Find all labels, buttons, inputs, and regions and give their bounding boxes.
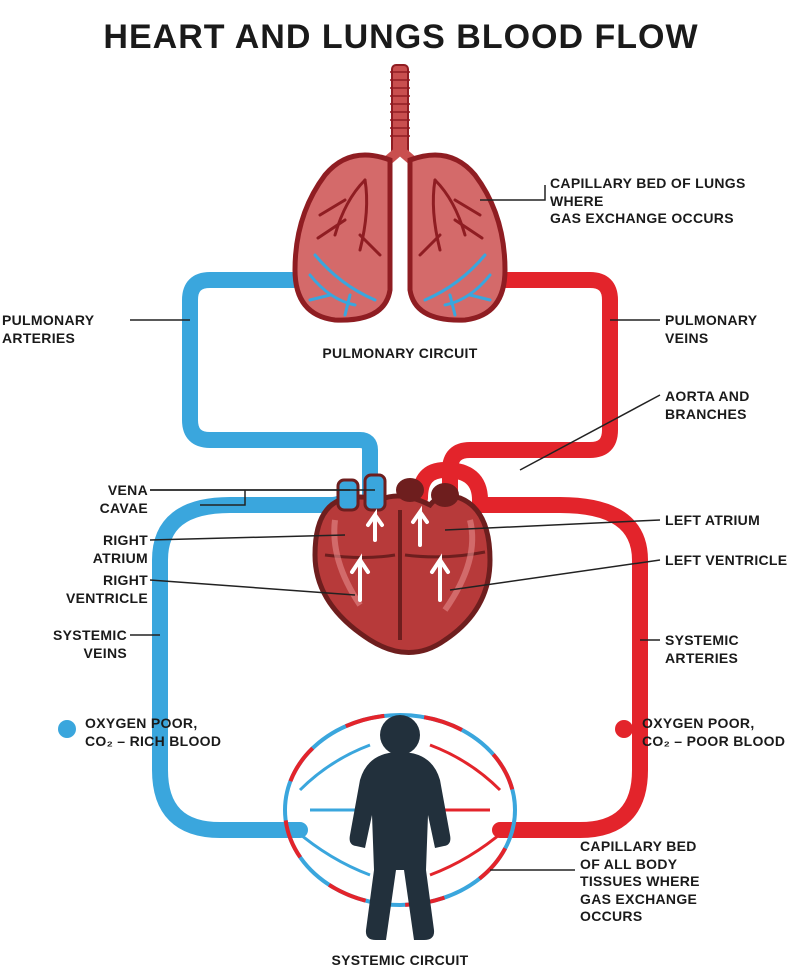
legend-blue-line2: CO₂ – RICH BLOOD xyxy=(85,733,221,749)
label-pulmonary-circuit: PULMONARY CIRCUIT xyxy=(320,345,480,361)
label-capillary-lungs-line1: CAPILLARY BED OF LUNGS WHERE xyxy=(550,175,746,209)
left-lung xyxy=(295,155,390,320)
label-capillary-lungs: CAPILLARY BED OF LUNGS WHERE GAS EXCHANG… xyxy=(550,175,790,228)
label-right-atrium: RIGHT ATRIUM xyxy=(56,532,148,567)
label-left-atrium: LEFT ATRIUM xyxy=(665,512,760,530)
label-pulmonary-arteries: PULMONARY ARTERIES xyxy=(2,312,142,347)
legend-red-line1: OXYGEN POOR, xyxy=(642,715,755,731)
label-capillary-body-4: GAS EXCHANGE xyxy=(580,891,697,907)
label-aorta-branches: AORTA AND BRANCHES xyxy=(665,388,802,423)
legend-red: OXYGEN POOR, CO₂ – POOR BLOOD xyxy=(642,715,785,750)
label-systemic-veins: SYSTEMIC VEINS xyxy=(22,627,127,662)
label-pulmonary-veins: PULMONARY VEINS xyxy=(665,312,802,347)
label-capillary-body-1: CAPILLARY BED xyxy=(580,838,697,854)
label-capillary-body-3: TISSUES WHERE xyxy=(580,873,700,889)
label-right-ventricle: RIGHT VENTRICLE xyxy=(36,572,148,607)
legend-red-line2: CO₂ – POOR BLOOD xyxy=(642,733,785,749)
label-systemic-circuit: SYSTEMIC CIRCUIT xyxy=(330,952,470,968)
systemic-body xyxy=(285,715,515,940)
heart xyxy=(315,475,490,653)
legend-blue: OXYGEN POOR, CO₂ – RICH BLOOD xyxy=(85,715,221,750)
lungs xyxy=(295,65,505,320)
label-capillary-body-2: OF ALL BODY xyxy=(580,856,677,872)
legend-blue-line1: OXYGEN POOR, xyxy=(85,715,198,731)
label-systemic-arteries: SYSTEMIC ARTERIES xyxy=(665,632,802,667)
label-left-ventricle: LEFT VENTRICLE xyxy=(665,552,787,570)
label-vena-cavae: VENA CAVAE xyxy=(68,482,148,517)
label-capillary-body-5: OCCURS xyxy=(580,908,642,924)
label-capillary-body: CAPILLARY BED OF ALL BODY TISSUES WHERE … xyxy=(580,838,740,926)
legend-dot-blue xyxy=(58,720,76,738)
label-capillary-lungs-line2: GAS EXCHANGE OCCURS xyxy=(550,210,734,226)
legend-dot-red xyxy=(615,720,633,738)
right-lung xyxy=(410,155,505,320)
